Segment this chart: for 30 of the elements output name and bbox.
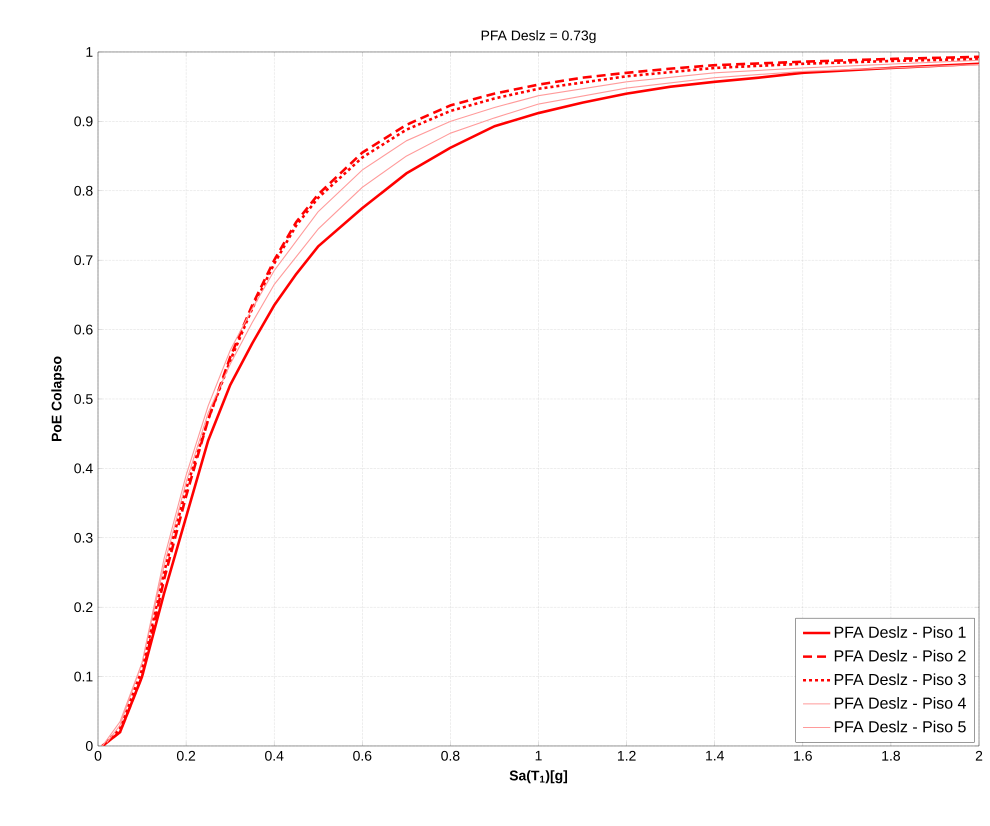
y-tick-label: 1 [86, 47, 92, 57]
y-tick-label: 0.8 [74, 186, 93, 196]
x-tick-label: 0.4 [265, 750, 284, 761]
y-tick-label: 0.5 [74, 394, 93, 404]
y-tick-label: 0.1 [74, 672, 92, 682]
y-tick-label: 0.7 [74, 255, 92, 266]
y-tick-label: 0.9 [74, 116, 92, 126]
legend-label: PFA Deslz - Piso 1 [834, 626, 966, 638]
y-tick-label: 0.2 [74, 602, 92, 612]
x-tick-label: 1.6 [794, 750, 812, 761]
legend-label: PFA Deslz - Piso 4 [834, 697, 966, 709]
y-tick-label: 0.6 [74, 324, 93, 335]
legend-label: PFA Deslz - Piso 3 [834, 673, 966, 686]
x-tick-label: 1.8 [882, 750, 900, 761]
x-tick-label: 1.2 [618, 750, 636, 761]
y-axis-title: PoE Colapso [51, 356, 64, 442]
x-tick-label: 0.2 [176, 750, 196, 761]
x-tick-label: 2 [976, 750, 982, 761]
x-tick-label: 0 [94, 750, 102, 761]
x-axis-title: Sa(T$_{1}$)[g] [510, 770, 568, 784]
y-tick-label: 0.4 [74, 463, 93, 474]
x-tick-label: 0.8 [441, 750, 460, 761]
x-tick-label: 1.4 [706, 750, 724, 760]
legend-label: PFA Deslz - Piso 5 [834, 720, 966, 732]
y-tick-label: 0.3 [74, 532, 93, 543]
x-tick-label: 0.6 [353, 750, 372, 761]
chart-title: PFA Deslz = 0.73g [482, 30, 596, 44]
x-tick-label: 1 [536, 750, 542, 760]
legend-label: PFA Deslz - Piso 2 [834, 650, 966, 662]
y-tick-label: 0 [86, 741, 93, 751]
